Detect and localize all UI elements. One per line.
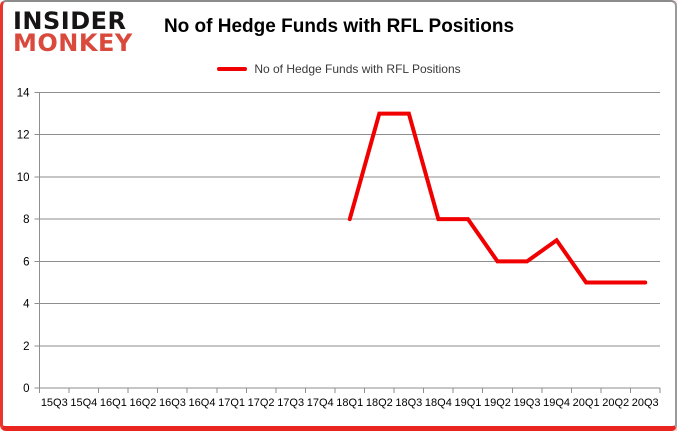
x-axis-label: 20Q1 xyxy=(573,397,600,409)
x-axis-label: 19Q3 xyxy=(514,397,541,409)
logo-text-monkey: MONKEY xyxy=(13,29,133,58)
y-axis-label: 6 xyxy=(23,256,29,268)
y-axis-label: 4 xyxy=(23,299,30,311)
logo-text-insider: INSIDER xyxy=(13,7,127,35)
series-line xyxy=(347,111,648,285)
x-axis-label: 17Q4 xyxy=(307,397,334,409)
x-axis-label: 20Q3 xyxy=(632,397,659,409)
x-axis-label: 19Q2 xyxy=(484,397,511,409)
y-axis-label: 14 xyxy=(17,88,30,100)
x-axis-label: 20Q2 xyxy=(602,397,629,409)
legend-label: No of Hedge Funds with RFL Positions xyxy=(254,62,461,76)
x-axis-label: 16Q3 xyxy=(159,397,186,409)
y-axis-label: 0 xyxy=(23,383,29,395)
x-axis-label: 19Q4 xyxy=(543,397,570,409)
y-axis-label: 8 xyxy=(23,214,29,226)
x-axis-label: 18Q1 xyxy=(336,397,363,409)
x-axis-label: 15Q3 xyxy=(41,397,68,409)
insider-monkey-logo: INSIDER MONKEY xyxy=(13,7,133,58)
x-axis-label: 18Q3 xyxy=(395,397,422,409)
x-axis-label: 17Q1 xyxy=(218,397,245,409)
legend-line-icon xyxy=(217,67,248,71)
x-axis-label: 16Q4 xyxy=(189,397,216,409)
x-axis-label: 19Q1 xyxy=(454,397,481,409)
x-axis-label: 18Q2 xyxy=(366,397,393,409)
page-title: No of Hedge Funds with RFL Positions xyxy=(163,16,515,37)
legend: No of Hedge Funds with RFL Positions xyxy=(3,62,675,76)
x-axis-label: 17Q3 xyxy=(277,397,304,409)
y-axis-label: 10 xyxy=(17,172,30,184)
x-axis-label: 15Q4 xyxy=(70,397,97,409)
x-axis-label: 16Q2 xyxy=(129,397,156,409)
y-axis-label: 2 xyxy=(23,341,29,353)
x-axis-label: 16Q1 xyxy=(100,397,127,409)
x-axis-label: 17Q2 xyxy=(248,397,275,409)
x-axis-label: 18Q4 xyxy=(425,397,452,409)
y-axis-label: 12 xyxy=(17,130,30,142)
